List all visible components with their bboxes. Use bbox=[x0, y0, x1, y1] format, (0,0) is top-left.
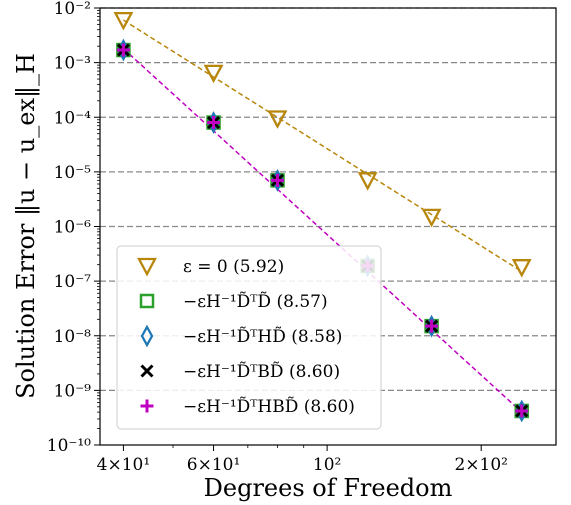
legend-entry-label: −εH⁻¹D̃ᵀBD̃ (8.60) bbox=[183, 362, 340, 382]
square-marker bbox=[139, 293, 155, 309]
triangle-marker bbox=[137, 257, 157, 277]
y-tick-label: 10⁻⁴ bbox=[54, 108, 92, 128]
y-tick-label: 10⁻⁷ bbox=[54, 272, 92, 292]
axis-ticks: 10⁻² 10⁻³ 10⁻⁴ 10⁻⁵ 10⁻⁶ 10⁻⁷ 10⁻⁸ 10⁻⁹ 10⁻¹⁰ 4×1… bbox=[47, 0, 508, 475]
y-tick-label: 10⁻⁹ bbox=[54, 381, 92, 401]
legend: ε = 0 (5.92) −εH⁻¹D̃ᵀD̃ (8.57) −εH⁻¹D̃ᵀHD̃… bbox=[116, 245, 382, 430]
triangle-marker bbox=[511, 259, 532, 278]
legend-box bbox=[116, 245, 382, 430]
fit-line bbox=[123, 19, 523, 273]
triangle-marker bbox=[113, 11, 134, 31]
plus-marker bbox=[515, 404, 529, 418]
y-tick-label: 10⁻⁵ bbox=[54, 163, 92, 183]
triangle-marker bbox=[267, 110, 288, 129]
legend-entry-label: −εH⁻¹D̃ᵀD̃ (8.57) bbox=[183, 292, 328, 312]
x-tick-label: 6×10¹ bbox=[187, 455, 241, 475]
legend-entry-label: ε = 0 (5.92) bbox=[183, 257, 284, 277]
y-tick-label: 10⁻¹⁰ bbox=[47, 436, 91, 456]
y-tick-label: 10⁻⁶ bbox=[54, 218, 92, 238]
y-tick-label: 10⁻³ bbox=[54, 54, 91, 74]
x-axis-title: Degrees of Freedom bbox=[204, 474, 453, 502]
x-marker bbox=[140, 364, 154, 378]
plus-marker bbox=[140, 399, 154, 413]
legend-entry-label: −εH⁻¹D̃ᵀHD̃ (8.58) bbox=[183, 327, 342, 347]
triangle-marker bbox=[203, 64, 224, 84]
plus-marker bbox=[207, 116, 221, 130]
fit-line bbox=[122, 48, 523, 413]
y-tick-label: 10⁻⁸ bbox=[54, 327, 92, 347]
fit-lines bbox=[122, 19, 523, 413]
data-markers bbox=[113, 11, 532, 423]
y-tick-label: 10⁻² bbox=[54, 0, 91, 19]
plus-marker bbox=[425, 319, 439, 333]
triangle-marker bbox=[421, 208, 442, 228]
x-tick-label: 2×10² bbox=[454, 455, 508, 475]
triangle-marker bbox=[357, 172, 378, 191]
x-tick-label: 4×10¹ bbox=[97, 455, 151, 475]
y-axis-title: Solution Error ‖u − u_ex‖_H bbox=[12, 53, 41, 399]
diamond-marker bbox=[140, 324, 154, 348]
x-tick-label: 10² bbox=[313, 455, 341, 475]
plus-marker bbox=[116, 43, 130, 57]
plus-marker bbox=[271, 173, 285, 187]
legend-entry-label: −εH⁻¹D̃ᵀHBD̃ (8.60) bbox=[183, 397, 355, 417]
